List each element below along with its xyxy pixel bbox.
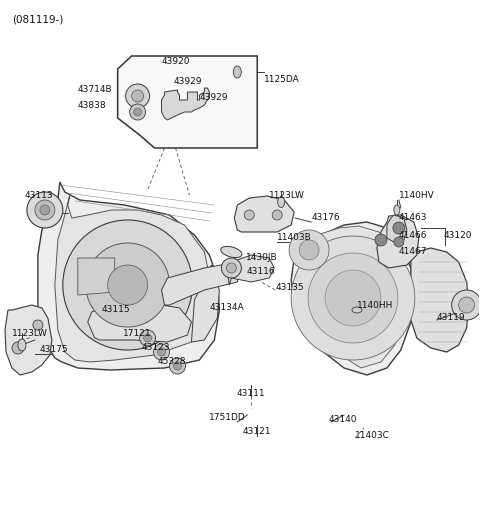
Circle shape <box>133 108 142 116</box>
Polygon shape <box>162 262 240 305</box>
Text: 1140HH: 1140HH <box>357 301 393 309</box>
Circle shape <box>173 362 181 370</box>
Circle shape <box>394 237 404 247</box>
Circle shape <box>325 270 381 326</box>
Circle shape <box>144 334 152 342</box>
Text: 41467: 41467 <box>399 247 427 256</box>
Text: 43714B: 43714B <box>78 85 112 93</box>
Ellipse shape <box>221 246 242 258</box>
Circle shape <box>12 342 24 354</box>
Polygon shape <box>387 215 407 242</box>
Text: 11403C: 11403C <box>355 430 390 440</box>
Polygon shape <box>118 56 257 148</box>
Text: 43121: 43121 <box>243 427 272 437</box>
Polygon shape <box>192 265 219 342</box>
Polygon shape <box>55 195 211 362</box>
Text: 45328: 45328 <box>157 358 186 366</box>
Ellipse shape <box>278 196 285 207</box>
Circle shape <box>132 90 144 102</box>
Circle shape <box>27 192 63 228</box>
Text: 1140HV: 1140HV <box>399 191 434 201</box>
Polygon shape <box>299 226 407 368</box>
Circle shape <box>393 222 405 234</box>
Polygon shape <box>234 196 294 232</box>
Circle shape <box>272 210 282 220</box>
Circle shape <box>40 205 50 215</box>
Circle shape <box>86 243 169 327</box>
Circle shape <box>130 104 145 120</box>
Text: 1123LW: 1123LW <box>269 191 305 201</box>
Text: 43111: 43111 <box>237 388 265 398</box>
Text: 43929: 43929 <box>199 93 228 103</box>
Text: 1125DA: 1125DA <box>264 75 300 85</box>
Text: 43113: 43113 <box>25 190 54 200</box>
Text: 43838: 43838 <box>78 101 107 109</box>
Polygon shape <box>38 182 219 370</box>
Text: 1430JB: 1430JB <box>246 253 278 263</box>
Circle shape <box>169 358 185 374</box>
Polygon shape <box>162 88 209 120</box>
Polygon shape <box>377 215 419 268</box>
Circle shape <box>308 253 398 343</box>
Text: 43115: 43115 <box>102 306 131 314</box>
Circle shape <box>33 320 43 330</box>
Ellipse shape <box>394 205 400 215</box>
Text: 41463: 41463 <box>399 213 427 223</box>
Text: 43119: 43119 <box>437 313 466 323</box>
Text: 43175: 43175 <box>40 345 69 354</box>
Circle shape <box>459 297 475 313</box>
Text: 1123LW: 1123LW <box>12 329 48 339</box>
Text: 41466: 41466 <box>399 230 427 240</box>
Polygon shape <box>411 248 468 352</box>
Circle shape <box>375 234 387 246</box>
Circle shape <box>154 344 169 360</box>
Ellipse shape <box>352 307 362 313</box>
Circle shape <box>35 200 55 220</box>
Text: (081119-): (081119-) <box>12 14 63 24</box>
Ellipse shape <box>18 339 26 351</box>
Polygon shape <box>228 255 274 285</box>
Circle shape <box>157 348 166 356</box>
Circle shape <box>221 258 241 278</box>
Circle shape <box>452 290 480 320</box>
Ellipse shape <box>233 66 241 78</box>
Text: 11403B: 11403B <box>277 233 312 243</box>
Circle shape <box>291 236 415 360</box>
Polygon shape <box>78 258 115 295</box>
Text: 43920: 43920 <box>161 57 190 67</box>
Text: 43120: 43120 <box>444 230 472 240</box>
Circle shape <box>299 240 319 260</box>
Circle shape <box>227 263 236 273</box>
Polygon shape <box>291 222 414 375</box>
Text: 43140: 43140 <box>329 416 358 424</box>
Circle shape <box>244 210 254 220</box>
Text: 43134A: 43134A <box>209 304 244 312</box>
Circle shape <box>108 265 147 305</box>
Polygon shape <box>5 305 52 375</box>
Text: 43123: 43123 <box>141 344 170 352</box>
Circle shape <box>63 220 192 350</box>
Circle shape <box>289 230 329 270</box>
Text: 17121: 17121 <box>123 329 152 339</box>
Text: 43135: 43135 <box>275 283 304 291</box>
Text: 43929: 43929 <box>173 77 202 87</box>
Text: 43176: 43176 <box>311 213 340 223</box>
Polygon shape <box>88 302 192 342</box>
Circle shape <box>126 84 150 108</box>
Text: 1751DD: 1751DD <box>209 413 246 423</box>
Circle shape <box>140 330 156 346</box>
Text: 43116: 43116 <box>246 267 275 277</box>
